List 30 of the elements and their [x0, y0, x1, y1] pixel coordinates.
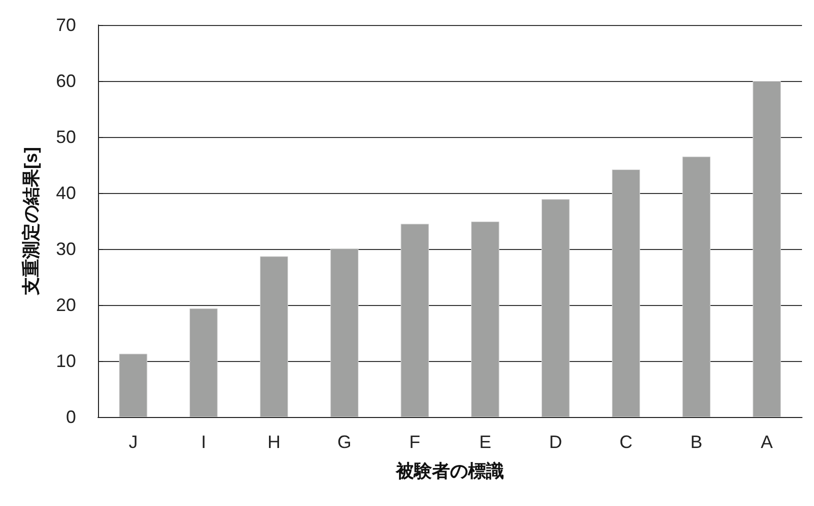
x-tick-label: I: [201, 432, 206, 452]
y-tick-label: 20: [56, 295, 76, 315]
bar: [260, 256, 288, 417]
y-axis-title: 支重測定の結果[s]: [21, 147, 41, 296]
y-tick-label: 0: [66, 407, 76, 427]
y-tick-label: 50: [56, 127, 76, 147]
bar: [471, 222, 500, 417]
bar: [682, 156, 710, 417]
x-tick-label: A: [760, 432, 773, 452]
x-tick-label: G: [337, 432, 352, 452]
bar: [752, 81, 781, 417]
x-tick-label: E: [479, 432, 492, 452]
bar: [330, 248, 358, 417]
bar: [612, 169, 640, 417]
bar: [542, 199, 570, 417]
bar: [400, 224, 429, 417]
y-tick-label: 70: [56, 15, 76, 35]
bar: [119, 354, 148, 417]
x-tick-label: D: [549, 432, 562, 452]
x-tick-label: F: [409, 432, 420, 452]
x-tick-label: C: [620, 432, 632, 452]
x-tick-label: H: [268, 432, 280, 452]
y-tick-label: 60: [56, 71, 76, 91]
x-axis-title: 被験者の標識: [395, 461, 504, 481]
y-tick-label: 10: [56, 351, 76, 371]
y-tick-label: 30: [56, 239, 76, 259]
y-tick-label: 40: [56, 183, 76, 203]
x-tick-label: B: [690, 432, 702, 452]
x-tick-label: J: [128, 432, 138, 452]
bar: [190, 308, 218, 417]
